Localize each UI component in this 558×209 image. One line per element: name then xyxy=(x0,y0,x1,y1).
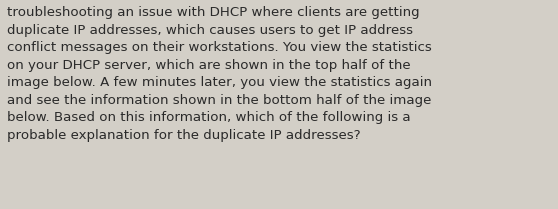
Text: troubleshooting an issue with DHCP where clients are getting
duplicate IP addres: troubleshooting an issue with DHCP where… xyxy=(7,6,432,142)
